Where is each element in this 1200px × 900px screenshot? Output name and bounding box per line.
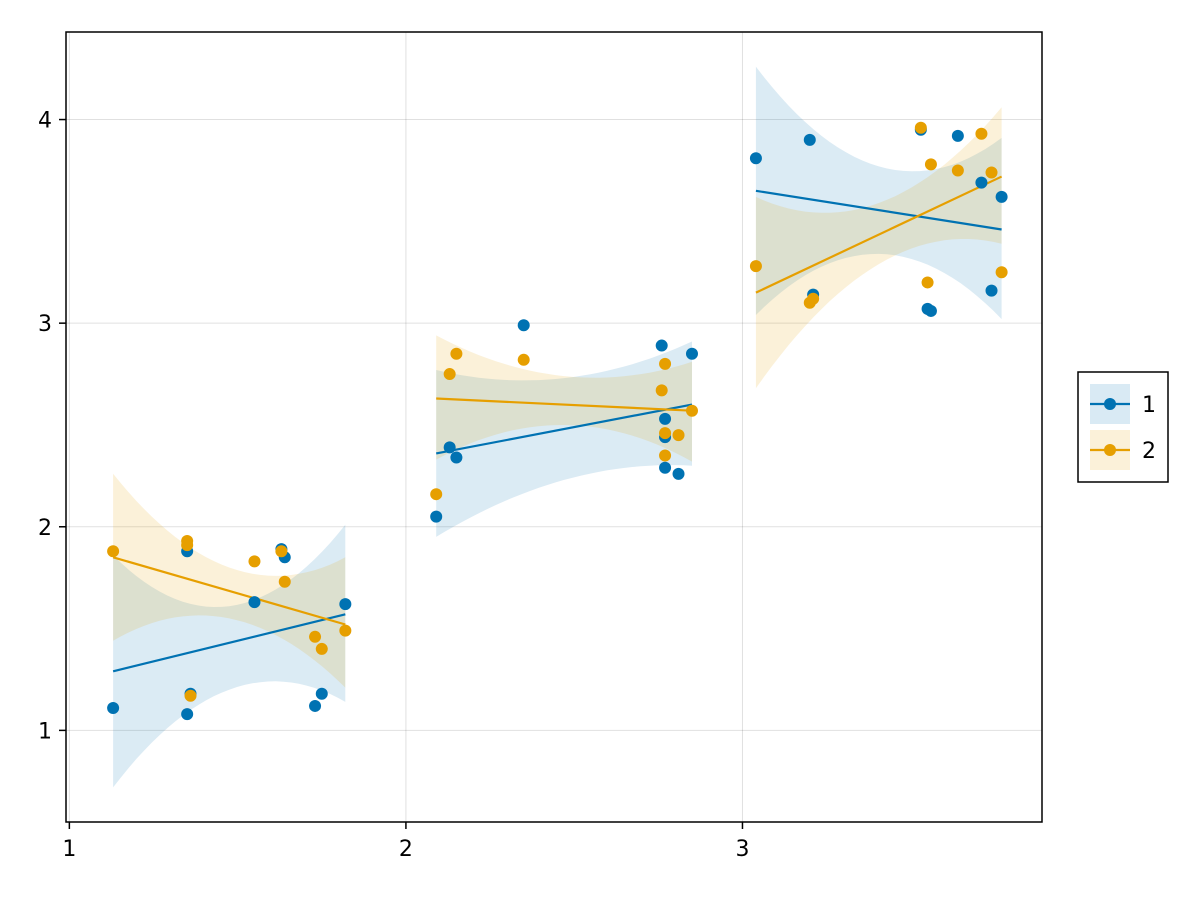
- x-tick-label: 1: [62, 837, 76, 862]
- y-tick-label: 2: [38, 516, 52, 541]
- data-point-2: [443, 368, 456, 381]
- data-point-2: [450, 347, 463, 360]
- data-point-1: [517, 319, 530, 332]
- legend: 12: [1077, 371, 1169, 483]
- data-point-1: [309, 699, 322, 712]
- data-point-2: [995, 266, 1008, 279]
- data-point-2: [921, 276, 934, 289]
- data-point-2: [278, 575, 291, 588]
- data-point-1: [749, 152, 762, 165]
- fit-line-1: [436, 403, 693, 455]
- confidence-band-2: [755, 107, 1002, 389]
- data-point-2: [181, 535, 194, 548]
- legend-swatch-marker: [1104, 398, 1116, 410]
- data-point-2: [685, 404, 698, 417]
- data-point-1: [659, 412, 672, 425]
- legend-swatch-marker: [1104, 444, 1116, 456]
- data-point-2: [749, 260, 762, 273]
- data-point-1: [672, 467, 685, 480]
- data-point-2: [807, 292, 820, 305]
- data-point-2: [517, 353, 530, 366]
- data-point-2: [184, 689, 197, 702]
- confidence-bands: [113, 66, 1002, 788]
- data-point-2: [659, 449, 672, 462]
- plot-background: [66, 32, 1042, 822]
- data-point-2: [914, 121, 927, 134]
- y-tick-label: 4: [38, 109, 52, 134]
- y-tick-label: 3: [38, 312, 52, 337]
- data-point-1: [248, 596, 261, 609]
- fit-line-1: [755, 189, 1002, 231]
- legend-box: [1077, 371, 1169, 483]
- data-point-1: [975, 176, 988, 189]
- data-point-1: [181, 708, 194, 721]
- data-point-2: [655, 384, 668, 397]
- x-tick-label: 2: [399, 837, 413, 862]
- data-point-1: [924, 304, 937, 317]
- data-point-2: [309, 630, 322, 643]
- data-point-1: [685, 347, 698, 360]
- x-tick-label: 3: [735, 837, 749, 862]
- data-point-1: [450, 451, 463, 464]
- data-point-1: [339, 598, 352, 611]
- data-point-2: [339, 624, 352, 637]
- data-point-1: [995, 190, 1008, 203]
- confidence-band-2: [436, 335, 692, 462]
- data-point-2: [951, 164, 964, 177]
- data-point-1: [315, 687, 328, 700]
- data-point-2: [659, 357, 672, 370]
- fit-line-2: [112, 556, 346, 626]
- fit-line-2: [436, 397, 693, 412]
- data-point-1: [803, 133, 816, 146]
- data-point-1: [951, 129, 964, 142]
- confidence-band-1: [113, 524, 346, 788]
- data-point-1: [659, 461, 672, 474]
- confidence-band-1: [436, 341, 692, 537]
- data-point-1: [443, 441, 456, 454]
- fit-line-1: [112, 613, 346, 673]
- confidence-band-2: [113, 473, 346, 688]
- confidence-band-1: [755, 66, 1002, 320]
- data-point-2: [315, 642, 328, 655]
- fit-lines: [112, 175, 1003, 673]
- y-tick-label: 1: [38, 719, 52, 744]
- data-point-2: [659, 427, 672, 440]
- plot-frame: [65, 31, 1043, 823]
- legend-label-2: 2: [1142, 439, 1156, 464]
- data-point-2: [672, 429, 685, 442]
- data-point-2: [248, 555, 261, 568]
- data-point-2: [985, 166, 998, 179]
- data-point-2: [924, 158, 937, 171]
- data-point-1: [655, 339, 668, 352]
- data-point-2: [275, 545, 288, 558]
- legend-label-1: 1: [1142, 393, 1156, 418]
- data-point-2: [430, 488, 443, 501]
- data-point-1: [107, 701, 120, 714]
- axes: 1 2 3 1 2 3 4: [38, 109, 749, 862]
- data-point-2: [975, 127, 988, 140]
- data-point-2: [107, 545, 120, 558]
- data-point-1: [985, 284, 998, 297]
- grid-lines: [66, 32, 1042, 822]
- data-points: [107, 121, 1008, 721]
- data-point-1: [430, 510, 443, 523]
- fit-line-2: [755, 175, 1003, 294]
